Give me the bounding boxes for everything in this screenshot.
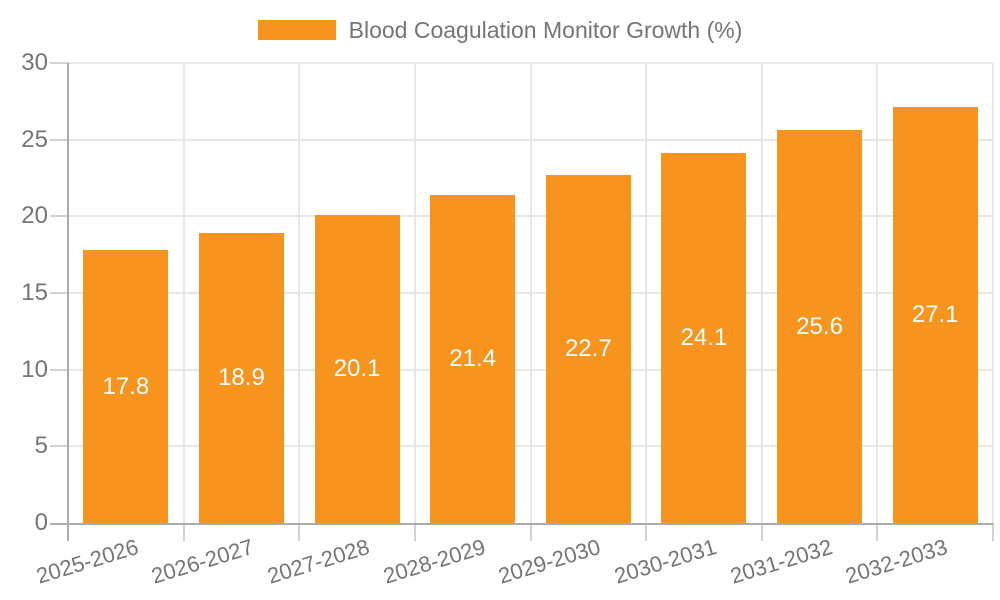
x-axis-tick [413,523,416,541]
bar [83,250,169,523]
x-gridline [876,63,879,523]
bar [430,194,516,523]
bar-value-label: 24.1 [680,324,728,352]
bar [198,233,284,523]
bar-value-label: 25.6 [796,312,843,340]
y-axis-tick [50,215,68,218]
x-gridline [992,63,994,523]
x-axis-tick [760,523,763,541]
bar-value-label: 18.9 [218,364,265,392]
x-axis-tick [298,523,301,541]
chart-legend[interactable]: Blood Coagulation Monitor Growth (%) [0,14,1000,46]
y-axis-tick [50,292,68,294]
x-axis-tick [182,523,185,541]
x-axis-tick [645,523,648,541]
y-axis-tick [50,62,68,64]
x-axis-tick [876,523,879,541]
y-axis-tick [50,445,68,448]
y-axis-line [67,63,69,541]
x-axis-tick [992,523,994,541]
y-axis-tick-label: 20 [21,202,48,230]
y-axis-tick-label: 0 [34,509,48,536]
x-axis-tick [529,523,532,541]
x-axis-line [50,523,993,525]
x-gridline [645,63,648,523]
x-gridline [298,63,301,523]
y-axis-tick-label: 25 [21,125,48,153]
x-gridline [529,63,532,523]
y-axis-tick-label: 10 [21,355,48,383]
bar-value-label: 17.8 [102,372,150,400]
bar [661,153,747,523]
y-axis-tick [50,368,68,371]
bar-value-label: 21.4 [449,344,497,372]
bar [545,174,631,523]
y-axis-tick-label: 30 [21,49,48,76]
bar-value-label: 20.1 [333,354,381,382]
bar [777,130,863,523]
bar-value-label: 27.1 [911,301,959,329]
bar [314,214,400,523]
x-gridline [413,63,416,523]
bar-value-label: 22.7 [564,334,612,362]
legend-swatch [257,20,336,40]
y-axis-tick [50,138,68,141]
legend-label: Blood Coagulation Monitor Growth (%) [348,16,743,43]
x-gridline [182,63,185,523]
bar [892,107,978,523]
x-gridline [760,63,763,523]
y-axis-tick-label: 5 [34,432,48,460]
y-axis-tick-label: 15 [21,279,48,306]
